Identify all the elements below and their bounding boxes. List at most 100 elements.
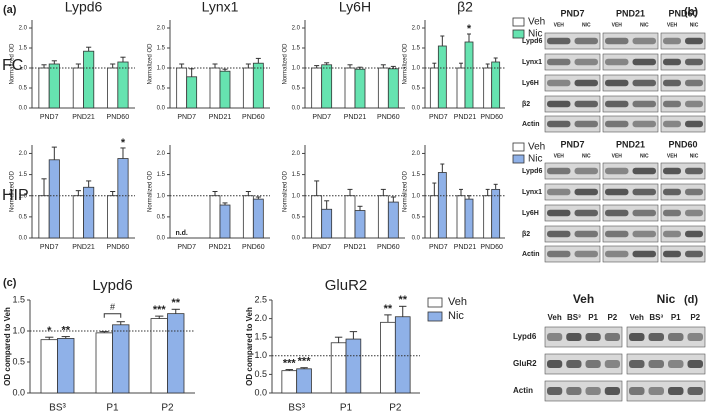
x-tick-label: PND7: [40, 114, 59, 121]
blot-band: [566, 360, 582, 368]
blot-band: [685, 230, 703, 238]
blot-band: [585, 333, 601, 341]
blot-frame: [544, 32, 601, 50]
y-tick-label: 0.5: [157, 214, 166, 220]
bar: [491, 188, 501, 239]
blot-band: [687, 387, 703, 395]
annotation: *: [467, 23, 472, 35]
error-bar: [324, 200, 330, 210]
blot-row-label: Actin: [513, 386, 533, 395]
bar: [311, 67, 323, 109]
bar: [48, 159, 60, 239]
blot-band: [648, 333, 664, 341]
legend-swatch: [512, 29, 525, 39]
bar: [296, 368, 312, 394]
blot-band: [663, 250, 681, 258]
blot-band: [547, 387, 563, 395]
blot-lane-label: VEH: [667, 153, 678, 159]
y-tick-label: 2.0: [412, 26, 421, 32]
bar: [242, 195, 254, 239]
x-tick-label: PND7: [429, 244, 448, 251]
y-tick-label: 1.5: [254, 332, 267, 342]
error-bar: [41, 64, 47, 68]
bar: [354, 68, 366, 109]
blot-lane-label: VEH: [667, 22, 678, 28]
blot-band: [685, 100, 703, 108]
error-bar: [255, 57, 261, 64]
bar: [167, 313, 185, 394]
y-tick-label: 0.5: [19, 86, 28, 92]
legend-label: Nic: [528, 29, 542, 40]
blot-band: [547, 120, 571, 128]
panel-label: (d): [684, 294, 698, 306]
error-bar: [459, 62, 463, 68]
legend-swatch: [427, 311, 443, 322]
error-bar: [467, 195, 471, 200]
error-bar: [75, 63, 81, 68]
row-label: HIP: [2, 187, 29, 204]
blot-band: [663, 100, 681, 108]
y-tick-label: 0.0: [292, 106, 301, 112]
blot-lane-label: Veh: [630, 313, 644, 322]
blot-band: [632, 79, 656, 87]
chart-title: GluR2: [325, 277, 368, 294]
bar: [491, 61, 501, 109]
x-tick-label: P1: [106, 403, 119, 414]
blot-band: [604, 387, 620, 395]
x-tick-label: PND21: [344, 114, 367, 121]
x-tick-label: PND7: [177, 114, 196, 121]
y-tick-label: 1.5: [157, 46, 166, 52]
y-tick-label: 1.5: [12, 294, 25, 304]
bar: [321, 208, 333, 239]
blot-group-label: PND7: [560, 8, 584, 18]
bar: [394, 316, 411, 394]
blot-frame: [602, 204, 659, 222]
chart-title: Lynx1: [202, 0, 239, 15]
bar: [464, 198, 474, 239]
error-bar: [380, 188, 386, 196]
bar: [219, 204, 231, 239]
blot-lane-label: VEH: [554, 22, 565, 28]
y-tick-label: 0.0: [157, 106, 166, 112]
blot-frame: [544, 115, 601, 133]
blot-band: [605, 167, 629, 175]
blot-band: [547, 333, 563, 341]
error-bar: [61, 336, 70, 339]
blot-group-label: PND7: [560, 139, 584, 149]
y-tick-label: 1.0: [412, 66, 421, 72]
error-bar: [245, 191, 251, 196]
annotation: **: [171, 297, 180, 309]
blot-lane-label: BS³: [567, 313, 581, 322]
y-axis-label: Normalized OD: [283, 43, 289, 85]
y-tick-label: 1.5: [19, 46, 28, 52]
error-bar: [179, 63, 185, 68]
error-bar: [51, 60, 57, 64]
blot-band: [632, 120, 656, 128]
bar: [150, 318, 168, 394]
blot-group-label: PND60: [668, 8, 697, 18]
error-bar: [110, 191, 116, 196]
x-tick-label: PND21: [454, 244, 477, 251]
x-tick-label: PND21: [209, 244, 232, 251]
blot-band: [547, 79, 571, 87]
bar: [40, 339, 58, 394]
bracket: [103, 313, 122, 318]
blot-row-label: Actin: [522, 121, 540, 128]
y-tick-label: 0.0: [292, 236, 301, 242]
y-tick-label: 1.0: [12, 325, 25, 335]
bar: [107, 67, 119, 109]
bar: [117, 158, 129, 239]
blot-band: [574, 100, 598, 108]
x-tick-label: PND7: [312, 244, 331, 251]
y-axis-label: Normalized OD: [403, 43, 409, 85]
blot-band: [663, 58, 681, 66]
blot-band: [629, 333, 645, 341]
blot-lane-label: P1: [671, 313, 681, 322]
blot-band: [685, 209, 703, 217]
blot-band: [547, 37, 571, 45]
x-tick-label: PND21: [72, 114, 95, 121]
bar: [344, 67, 356, 109]
legend-swatch: [512, 142, 525, 152]
bar: [387, 68, 399, 109]
blot-lane-label: NIC: [582, 22, 591, 28]
